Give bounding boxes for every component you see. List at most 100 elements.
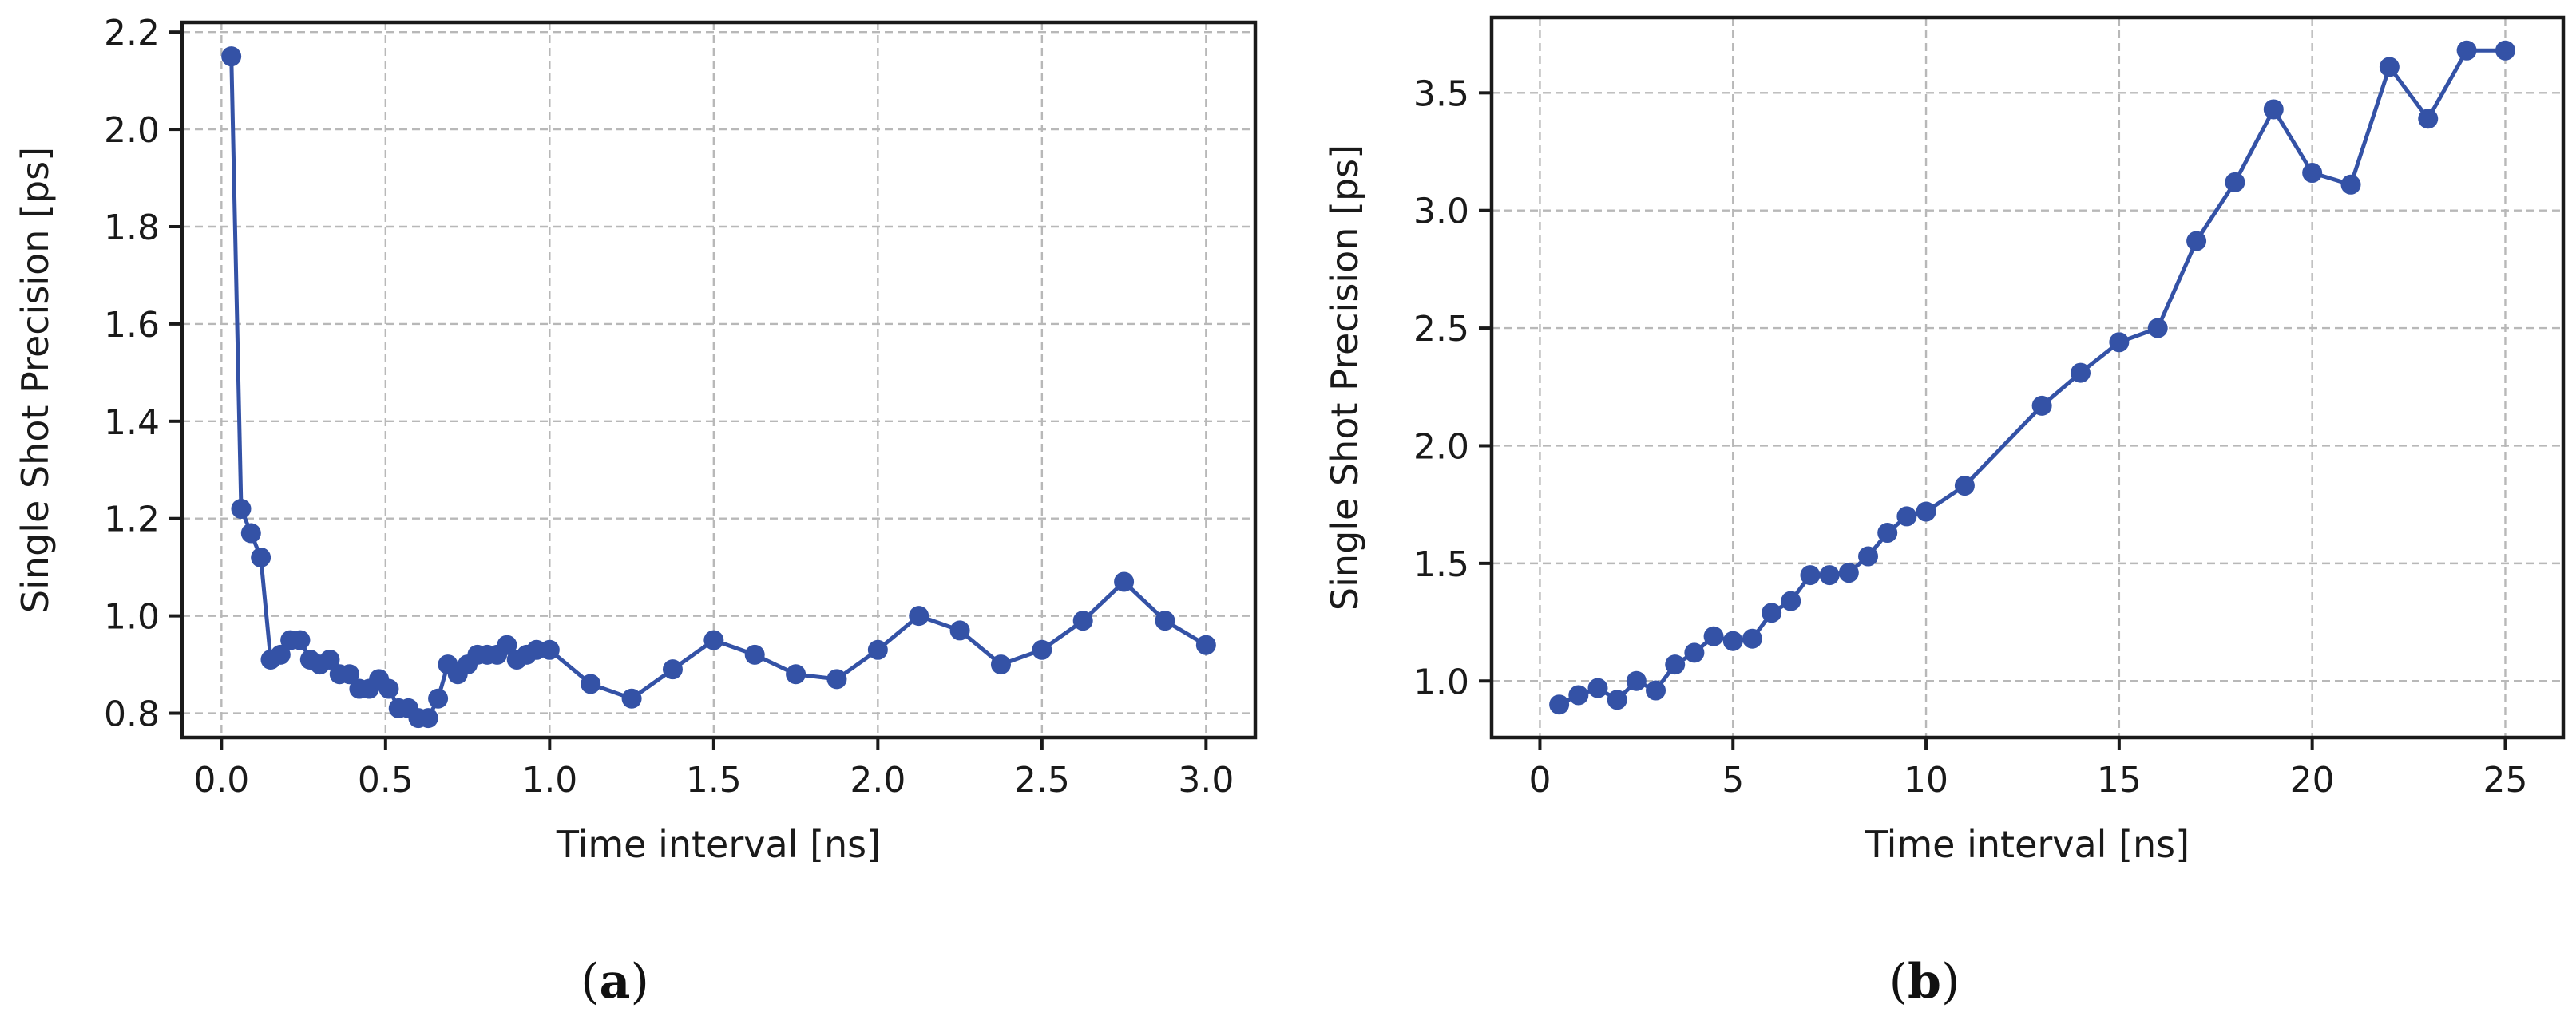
panel-b-data-point — [1800, 565, 1821, 586]
panel-b-data-point — [1626, 670, 1647, 691]
panel-a-chart: 0.0 0.5 1.0 1.5 2.0 2.5 3.0 0.8 1.0 1.2 1.4 1.6 1.8 2… — [14, 13, 1258, 866]
panel-b-y-axis-label: Single Shot Precision [ps] — [1323, 144, 1366, 611]
panel-a-data-point — [240, 523, 261, 544]
panel-b-x-axis-label: Time interval [ns] — [1865, 823, 2190, 866]
panel-b-data-point — [1916, 501, 1936, 522]
panel-b-data-point — [2495, 40, 2515, 61]
panel-b-y-tick-label: 2.5 — [1413, 309, 1469, 350]
panel-a-y-tick-label: 2.0 — [104, 110, 160, 151]
panel-a-x-tick-label: 1.5 — [686, 760, 742, 801]
caption-a-text: (a) — [581, 954, 649, 1010]
panel-a-data-point — [744, 644, 765, 665]
panel-a-data-point — [497, 635, 517, 655]
panel-b-data-point — [2340, 174, 2361, 195]
panel-a-y-tick-label: 1.2 — [104, 500, 160, 540]
panel-b-data-point — [2031, 395, 2052, 416]
panel-a-data-point — [221, 46, 242, 67]
panel-b-data-point — [1549, 694, 1570, 715]
panel-b-data-point — [2379, 57, 2400, 77]
panel-a-data-point — [1155, 611, 1175, 631]
panel-b-data-point — [2263, 99, 2284, 120]
panel-b-data-point — [2302, 163, 2323, 184]
panel-a-data-point — [909, 606, 929, 627]
panel-b-data-point — [2456, 40, 2477, 61]
panel-b-y-tick-label: 1.0 — [1413, 662, 1469, 702]
panel-b-data-point — [1954, 476, 1975, 496]
panel-a-y-tick-label: 2.2 — [104, 13, 160, 53]
panel-a-data-point — [581, 674, 601, 694]
panel-b-series-line — [1558, 48, 2506, 706]
panel-a-data-point — [1114, 571, 1135, 592]
panel-b-data-point — [1896, 506, 1917, 527]
panel-a-data-point — [428, 688, 449, 709]
panel-b-x-tick-label: 15 — [2097, 760, 2142, 801]
panel-b-data-point — [1568, 685, 1589, 706]
panel-a-data-point — [826, 669, 847, 690]
panel-b-data-point — [1858, 546, 1879, 567]
panel-a-x-tick-label: 1.0 — [521, 760, 577, 801]
panel-b-data-point — [1877, 523, 1898, 544]
panel-a-data-point — [418, 708, 438, 729]
panel-b-data-point — [1684, 642, 1705, 663]
panel-b-y-tick-label: 3.5 — [1413, 73, 1469, 114]
panel-a-data-point — [621, 688, 642, 709]
panel-b-chart: 0 5 10 15 20 25 1.0 1.5 2.0 2.5 3.0 3.5 Time interva… — [1323, 15, 2566, 866]
panel-b-data-point — [1665, 654, 1686, 675]
panel-a-y-tick-label: 1.8 — [104, 208, 160, 248]
panel-a-data-point — [990, 654, 1011, 675]
panel-b-y-tick-label: 3.0 — [1413, 192, 1469, 232]
panel-b-x-tick-label: 10 — [1904, 760, 1948, 801]
panel-a-x-tick-label: 0.5 — [358, 760, 414, 801]
panel-a-data-point — [786, 664, 806, 685]
panel-a-data-point — [662, 659, 683, 680]
panel-b-x-tick-label: 0 — [1528, 760, 1551, 801]
panel-a-data-point — [319, 649, 340, 670]
panel-a-series-line — [229, 56, 1207, 721]
panel-a-x-tick-label: 0.0 — [193, 760, 249, 801]
panel-b-axes-frame — [1489, 15, 2566, 740]
panel-a-data-point — [867, 639, 888, 660]
panel-b-data-point — [1819, 565, 1840, 586]
panel-b-x-tick-label: 25 — [2483, 760, 2527, 801]
panel-b-data-point — [1703, 626, 1724, 646]
panel-a-axes-frame — [180, 20, 1258, 740]
panel-a-y-tick-label: 0.8 — [104, 694, 160, 735]
panel-a-y-tick-label: 1.6 — [104, 305, 160, 346]
panel-a-data-point — [231, 499, 252, 520]
panel-b-data-point — [2109, 332, 2130, 353]
panel-b-data-point — [2147, 318, 2168, 338]
panel-b-data-point — [1587, 678, 1608, 698]
caption-a: (a) — [581, 954, 649, 1010]
panel-b-data-point — [2186, 231, 2207, 251]
caption-b-text: (b) — [1888, 954, 1960, 1010]
panel-b-data-point — [2225, 172, 2245, 192]
panel-a-y-axis-label: Single Shot Precision [ps] — [14, 147, 57, 613]
panel-b-x-tick-label: 20 — [2290, 760, 2335, 801]
panel-a-data-point — [339, 664, 360, 685]
panel-a-data-point — [703, 630, 724, 650]
panel-a-data-point — [1072, 611, 1093, 631]
panel-b-data-point — [1838, 563, 1859, 583]
panel-b-data-point — [1722, 631, 1743, 651]
panel-a-y-tick-label: 1.0 — [104, 597, 160, 638]
panel-a-data-point — [1195, 635, 1216, 655]
panel-b-y-tick-label: 1.5 — [1413, 544, 1469, 585]
panel-a-data-point — [1032, 639, 1052, 660]
panel-a-y-tick-label: 1.4 — [104, 402, 160, 443]
panel-a-data-point — [378, 678, 399, 699]
panel-a-x-tick-label: 2.0 — [850, 760, 906, 801]
panel-b-data-point — [2418, 109, 2439, 129]
panel-b-data-point — [1646, 680, 1666, 701]
panel-a-data-point — [290, 630, 311, 650]
panel-b-y-tick-label: 2.0 — [1413, 426, 1469, 467]
caption-b: (b) — [1889, 954, 1960, 1010]
panel-a-data-point — [270, 644, 291, 665]
panel-b-x-tick-label: 5 — [1722, 760, 1744, 801]
panel-a-x-tick-label: 2.5 — [1014, 760, 1070, 801]
panel-a-data-point — [539, 639, 560, 660]
panel-b-data-point — [1607, 690, 1627, 710]
panel-a-data-point — [251, 547, 271, 567]
panel-a-x-tick-label: 3.0 — [1178, 760, 1234, 801]
panel-b-data-point — [1781, 591, 1801, 611]
